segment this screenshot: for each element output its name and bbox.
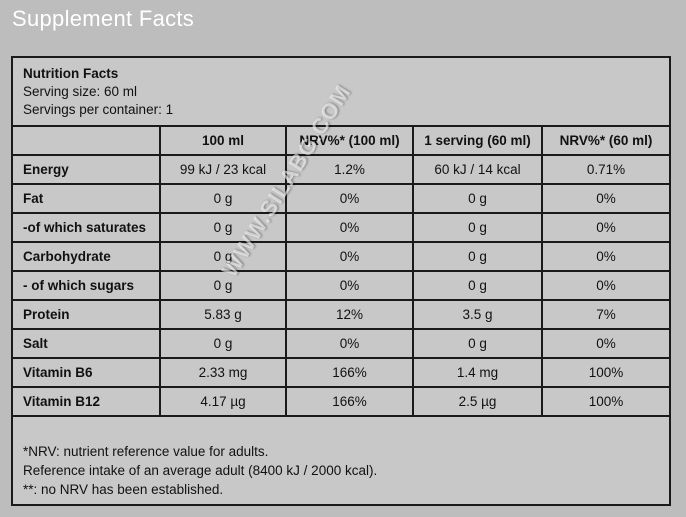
- table-cell: 0 g: [159, 241, 287, 272]
- table-cell: 0 g: [159, 328, 287, 359]
- table-cell: 0%: [285, 212, 414, 243]
- table-cell: 0 g: [412, 241, 543, 272]
- table-row: Vitamin B6 2.33 mg 166% 1.4 mg 100%: [13, 357, 669, 388]
- row-label: Vitamin B6: [13, 357, 161, 388]
- footnote: **: no NRV has been established.: [23, 482, 224, 497]
- row-label: Salt: [13, 328, 161, 359]
- table-cell: 0%: [285, 241, 414, 272]
- nutrition-facts-title: Nutrition Facts: [23, 66, 119, 81]
- table-cell: 0%: [541, 270, 669, 301]
- table-row: Protein 5.83 g 12% 3.5 g 7%: [13, 299, 669, 330]
- row-label: Fat: [13, 183, 161, 214]
- table-row: Salt 0 g 0% 0 g 0%: [13, 328, 669, 359]
- column-header: [13, 125, 161, 156]
- table-cell: 0 g: [159, 183, 287, 214]
- footnote: Reference intake of an average adult (84…: [23, 463, 378, 478]
- table-row: -of which saturates 0 g 0% 0 g 0%: [13, 212, 669, 243]
- table-cell: 2.33 mg: [159, 357, 287, 388]
- serving-size: Serving size: 60 ml: [23, 84, 138, 99]
- table-cell: 12%: [285, 299, 414, 330]
- table-cell: 100%: [541, 386, 669, 417]
- row-label: Protein: [13, 299, 161, 330]
- page-title: Supplement Facts: [12, 6, 195, 31]
- table-row: Energy 99 kJ / 23 kcal 1.2% 60 kJ / 14 kcal…: [13, 154, 669, 185]
- table-cell: 2.5 µg: [412, 386, 543, 417]
- table-cell: 0%: [541, 183, 669, 214]
- table-cell: 0%: [285, 183, 414, 214]
- footnotes: *NRV: nutrient reference value for adult…: [13, 434, 669, 504]
- table-cell: 99 kJ / 23 kcal: [159, 154, 287, 185]
- nutrition-header: Nutrition Facts Serving size: 60 ml Serv…: [13, 58, 669, 126]
- table-cell: 1.4 mg: [412, 357, 543, 388]
- table-cell: 0%: [285, 328, 414, 359]
- table-cell: 0.71%: [541, 154, 669, 185]
- table-row: Vitamin B12 4.17 µg 166% 2.5 µg 100%: [13, 386, 669, 417]
- servings-per-container: Servings per container: 1: [23, 102, 174, 117]
- table-cell: 7%: [541, 299, 669, 330]
- nutrition-facts-panel: Nutrition Facts Serving size: 60 ml Serv…: [11, 56, 671, 506]
- table-cell: 0 g: [159, 212, 287, 243]
- footnote: *NRV: nutrient reference value for adult…: [23, 444, 269, 459]
- column-header: 1 serving (60 ml): [412, 125, 543, 156]
- table-cell: 0 g: [412, 183, 543, 214]
- table-cell: 4.17 µg: [159, 386, 287, 417]
- column-header: 100 ml: [159, 125, 287, 156]
- table-cell: 166%: [285, 357, 414, 388]
- row-label: Energy: [13, 154, 161, 185]
- table-header-row: 100 ml NRV%* (100 ml) 1 serving (60 ml) …: [13, 125, 669, 156]
- table-cell: 100%: [541, 357, 669, 388]
- column-header: NRV%* (60 ml): [541, 125, 669, 156]
- table-cell: 0 g: [412, 212, 543, 243]
- table-cell: 0 g: [159, 270, 287, 301]
- table-cell: 5.83 g: [159, 299, 287, 330]
- table-cell: 0%: [541, 241, 669, 272]
- row-label: - of which sugars: [13, 270, 161, 301]
- table-cell: 3.5 g: [412, 299, 543, 330]
- row-label: Carbohydrate: [13, 241, 161, 272]
- table-cell: 1.2%: [285, 154, 414, 185]
- table-row: Carbohydrate 0 g 0% 0 g 0%: [13, 241, 669, 272]
- table-cell: 0 g: [412, 270, 543, 301]
- table-cell: 166%: [285, 386, 414, 417]
- table-cell: 0%: [541, 328, 669, 359]
- table-cell: 60 kJ / 14 kcal: [412, 154, 543, 185]
- table-row: - of which sugars 0 g 0% 0 g 0%: [13, 270, 669, 301]
- row-label: -of which saturates: [13, 212, 161, 243]
- table-cell: 0 g: [412, 328, 543, 359]
- row-label: Vitamin B12: [13, 386, 161, 417]
- nutrition-table: 100 ml NRV%* (100 ml) 1 serving (60 ml) …: [13, 125, 669, 417]
- table-row: Fat 0 g 0% 0 g 0%: [13, 183, 669, 214]
- table-cell: 0%: [285, 270, 414, 301]
- column-header: NRV%* (100 ml): [285, 125, 414, 156]
- table-cell: 0%: [541, 212, 669, 243]
